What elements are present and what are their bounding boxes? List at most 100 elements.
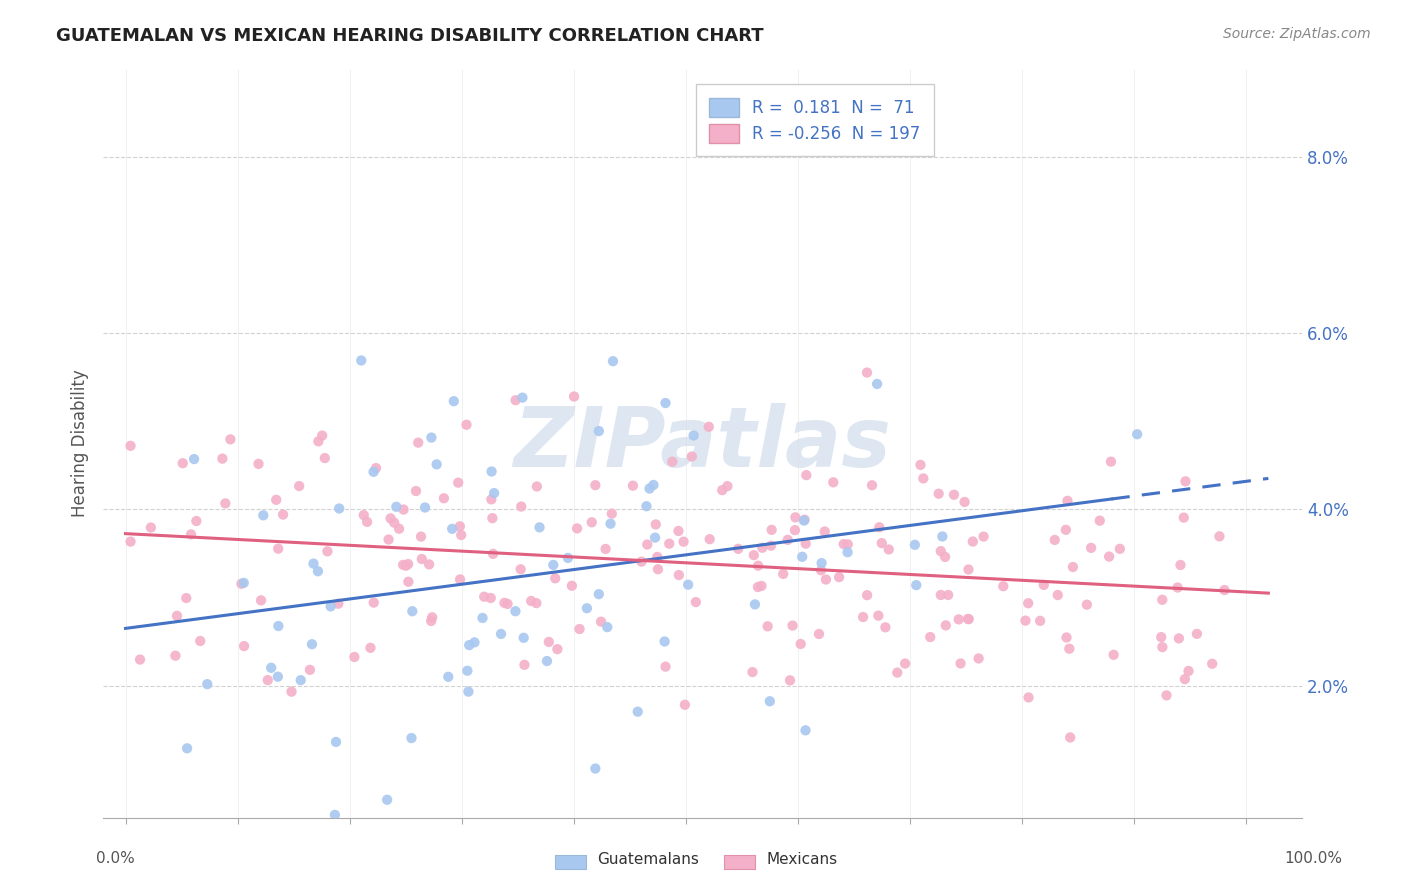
Point: [562, 390, 585, 404]
Point: [260, 661, 283, 675]
Point: [307, 434, 329, 449]
Point: [524, 596, 547, 610]
Point: [247, 457, 270, 471]
Point: [288, 479, 311, 493]
Point: [789, 637, 811, 651]
Point: [256, 673, 278, 687]
Point: [1102, 648, 1125, 662]
Point: [756, 619, 779, 633]
Point: [437, 670, 460, 684]
Point: [583, 478, 606, 492]
Point: [450, 528, 472, 542]
Point: [583, 762, 606, 776]
Point: [561, 579, 583, 593]
Point: [232, 575, 254, 590]
Point: [793, 514, 815, 528]
Point: [807, 627, 830, 641]
Point: [481, 465, 503, 479]
Point: [794, 468, 817, 483]
Point: [363, 465, 385, 479]
Point: [894, 657, 917, 671]
Point: [1062, 560, 1084, 574]
Point: [380, 511, 402, 525]
Text: GUATEMALAN VS MEXICAN HEARING DISABILITY CORRELATION CHART: GUATEMALAN VS MEXICAN HEARING DISABILITY…: [56, 27, 763, 45]
Point: [188, 634, 211, 648]
Point: [636, 537, 658, 551]
Point: [672, 534, 695, 549]
Point: [793, 513, 815, 527]
Point: [267, 541, 290, 556]
Point: [993, 579, 1015, 593]
Point: [1046, 588, 1069, 602]
Point: [1098, 549, 1121, 564]
Point: [510, 500, 533, 514]
Point: [375, 793, 398, 807]
Point: [526, 479, 548, 493]
Point: [949, 657, 972, 671]
Point: [472, 590, 495, 604]
Point: [1156, 689, 1178, 703]
Point: [621, 478, 644, 492]
Point: [176, 741, 198, 756]
Point: [920, 630, 942, 644]
Point: [546, 642, 568, 657]
Point: [509, 562, 531, 576]
Point: [741, 665, 763, 679]
Point: [396, 557, 419, 571]
Point: [328, 597, 350, 611]
Point: [638, 482, 661, 496]
Point: [377, 533, 399, 547]
Point: [935, 618, 957, 632]
Point: [441, 522, 464, 536]
Point: [1208, 529, 1230, 543]
Point: [139, 520, 162, 534]
Point: [456, 664, 478, 678]
Point: [543, 558, 565, 572]
Point: [832, 537, 855, 551]
Point: [120, 439, 142, 453]
Point: [1213, 582, 1236, 597]
Point: [420, 614, 443, 628]
Point: [280, 684, 302, 698]
Point: [1152, 592, 1174, 607]
Point: [627, 705, 650, 719]
Point: [744, 598, 766, 612]
Point: [471, 611, 494, 625]
Point: [195, 677, 218, 691]
Point: [316, 544, 339, 558]
Point: [392, 502, 415, 516]
Point: [759, 539, 782, 553]
Point: [298, 663, 321, 677]
Point: [557, 550, 579, 565]
Point: [810, 556, 832, 570]
Point: [860, 478, 883, 492]
Y-axis label: Hearing Disability: Hearing Disability: [72, 369, 89, 517]
Point: [1108, 541, 1130, 556]
Point: [1080, 541, 1102, 555]
Point: [267, 670, 290, 684]
Point: [211, 451, 233, 466]
Point: [363, 596, 385, 610]
Point: [353, 508, 375, 523]
Point: [447, 475, 470, 490]
Point: [489, 627, 512, 641]
Point: [350, 353, 373, 368]
Point: [392, 558, 415, 572]
Point: [905, 578, 928, 592]
Point: [1150, 630, 1173, 644]
Point: [904, 538, 927, 552]
Point: [747, 580, 769, 594]
Point: [544, 571, 567, 585]
Point: [271, 508, 294, 522]
Point: [931, 529, 953, 543]
Point: [742, 548, 765, 562]
Point: [264, 492, 287, 507]
Point: [1059, 641, 1081, 656]
Point: [814, 573, 837, 587]
Point: [668, 568, 690, 582]
Point: [183, 452, 205, 467]
Point: [1076, 598, 1098, 612]
Point: [311, 428, 333, 442]
Point: [233, 639, 256, 653]
Point: [301, 637, 323, 651]
